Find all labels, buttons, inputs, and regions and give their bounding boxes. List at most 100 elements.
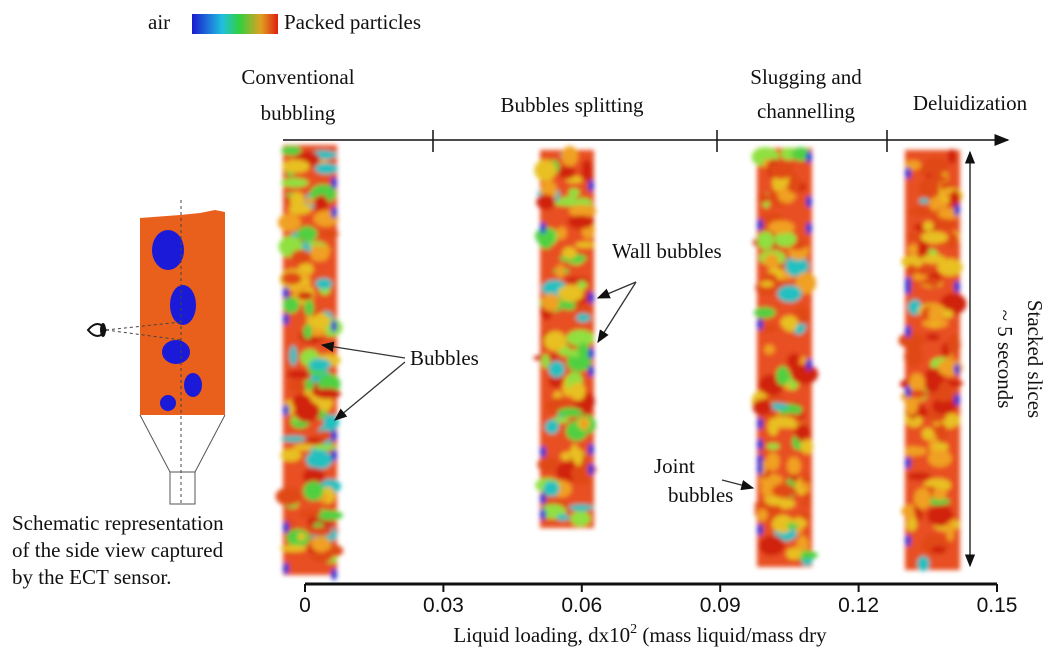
annotation: Bubbles — [410, 346, 479, 370]
ect-blob — [764, 254, 779, 269]
ect-blob — [570, 511, 590, 526]
ect-blob — [946, 521, 954, 542]
ect-blob — [802, 492, 811, 508]
ect-blob — [281, 178, 309, 188]
ect-bubble — [588, 180, 594, 192]
ect-blob — [318, 230, 339, 238]
ect-bubble — [588, 347, 594, 359]
caption: Schematic representation — [12, 511, 224, 535]
axis-title-main: Liquid loading, dx10 — [453, 623, 630, 647]
ect-blob — [904, 347, 923, 367]
ect-bubble — [283, 404, 289, 416]
ect-blob — [908, 207, 933, 217]
ect-blob — [949, 191, 960, 208]
ect-blob — [776, 366, 790, 386]
ect-blob — [545, 420, 559, 434]
ect-blob — [276, 487, 302, 505]
ect-blob — [323, 414, 339, 430]
ect-bubble — [331, 568, 337, 580]
ect-blob — [289, 345, 297, 366]
ect-bubble — [283, 313, 289, 325]
ect-blob — [313, 444, 337, 450]
ect-blob — [916, 265, 934, 275]
ect-blob — [568, 188, 579, 197]
ect-bubble — [540, 222, 546, 234]
ect-blob — [534, 160, 556, 181]
x-axis: 00.030.060.090.120.15 — [299, 584, 1017, 617]
ect-blob — [297, 226, 317, 241]
time-label: Stacked slices — [1023, 300, 1047, 418]
tick-label: 0.06 — [561, 594, 602, 617]
ect-blob — [280, 545, 307, 552]
ect-blob — [914, 416, 922, 427]
tick-label: 0.03 — [423, 594, 464, 617]
ect-blob — [581, 403, 592, 415]
tick-label: 0.15 — [977, 594, 1018, 617]
ect-blob — [765, 395, 786, 401]
ect-bubble — [540, 508, 546, 520]
ect-bubble — [954, 281, 960, 293]
ect-bubble — [954, 394, 960, 406]
ect-blob — [753, 399, 773, 415]
legend-high: Packed particles — [284, 10, 421, 34]
ect-blob — [921, 254, 945, 264]
ect-blob — [754, 307, 776, 318]
ect-blob — [311, 536, 330, 552]
ect-blob — [925, 333, 940, 341]
ect-blob — [558, 408, 583, 417]
ect-blob — [575, 242, 595, 249]
ect-bubble — [905, 457, 911, 469]
ect-blob — [568, 215, 594, 228]
ect-images — [276, 145, 967, 580]
ect-bubble — [954, 204, 960, 216]
axis-title-end: (mass liquid/mass dry — [637, 623, 827, 647]
ect-blob — [787, 457, 801, 475]
ect-blob — [771, 416, 796, 427]
ect-blob — [920, 165, 929, 175]
ect-blob — [573, 475, 589, 485]
regime-label: Deluidization — [913, 91, 1028, 115]
ect-blob — [936, 423, 947, 443]
ect-bubble — [757, 318, 763, 330]
ect-blob — [315, 278, 332, 289]
ect-bubble — [905, 386, 911, 398]
ect-blob — [544, 331, 567, 351]
axis-title-sup: 2 — [630, 622, 637, 637]
ect-blob — [281, 436, 307, 443]
ect-bubble — [588, 463, 594, 475]
ect-bubble — [331, 449, 337, 461]
ect-bubble — [757, 438, 763, 450]
ect-blob — [795, 424, 810, 442]
time-label: ~ 5 seconds — [993, 310, 1017, 409]
ect-blob — [306, 451, 333, 470]
ect-blob — [562, 247, 576, 259]
ect-bubble — [806, 222, 812, 234]
regime-label: Bubbles splitting — [501, 93, 644, 117]
ect-blob — [556, 514, 569, 521]
ect-blob — [541, 293, 559, 311]
ect-blob — [929, 174, 947, 182]
ect-blob — [757, 231, 774, 249]
ect-blob — [283, 297, 300, 313]
ect-blob — [304, 300, 314, 316]
ect-blob — [931, 546, 946, 554]
legend-colorbar — [192, 14, 278, 34]
ect-blob — [307, 527, 332, 536]
ect-bubble — [905, 277, 911, 289]
ect-blob — [766, 443, 779, 450]
ect-blob — [772, 484, 795, 499]
ect-blob — [574, 449, 583, 466]
ect-blob — [536, 194, 555, 210]
ect-blob — [537, 227, 554, 249]
ect-bubble — [588, 292, 594, 304]
ect-bubble — [331, 320, 337, 332]
ect-blob — [907, 264, 917, 276]
ect-blob — [315, 163, 338, 174]
ect-bubble — [283, 287, 289, 299]
regime-arrow — [283, 130, 1008, 152]
caption: of the side view captured — [12, 538, 224, 562]
ect-bubble — [806, 358, 812, 370]
ect-bubble — [331, 430, 337, 442]
ect-blob — [761, 324, 777, 332]
ect-blob — [764, 344, 775, 354]
